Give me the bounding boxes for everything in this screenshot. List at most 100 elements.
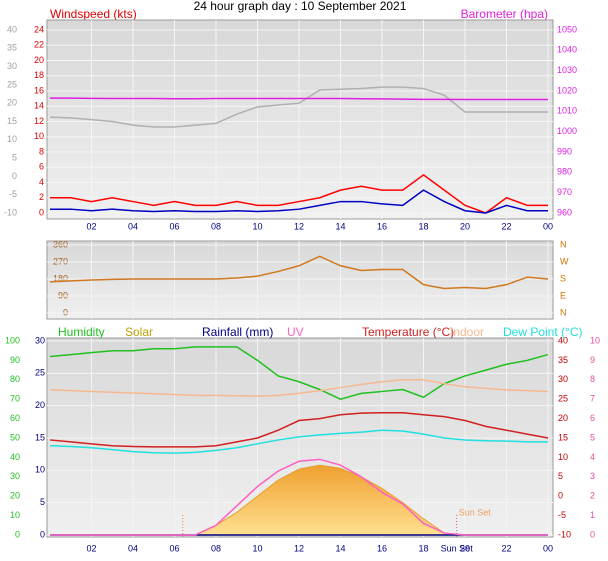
x-tick-label: 10: [252, 543, 262, 553]
x-tick-label: 16: [377, 221, 387, 231]
y-tick-label: 12: [34, 116, 44, 126]
legend-entry: Temperature (°C): [362, 325, 454, 339]
y2-tick-label: 960: [557, 207, 572, 217]
y4-tick-label: 2: [590, 491, 595, 501]
y-tick-label: 50: [10, 432, 20, 442]
x-tick-label: 06: [169, 543, 179, 553]
y2-tick-label: 10: [35, 465, 45, 475]
plot-area: [46, 240, 554, 320]
x-tick-label: 16: [377, 543, 387, 553]
legend-entry: Solar: [125, 325, 153, 339]
sunset-axis-label: Sun Set: [441, 543, 474, 553]
x-tick-label: 10: [252, 221, 262, 231]
x-tick-label: 04: [128, 221, 138, 231]
y-tick-label: 4: [39, 177, 44, 187]
y-tick-label: 18: [34, 70, 44, 80]
y2-tick-label: 30: [35, 335, 45, 345]
y-axis-title: Windspeed (kts): [50, 7, 137, 21]
y4-tick-label: 3: [590, 471, 595, 481]
y2-axis-title: Barometer (hpa): [461, 7, 548, 21]
line: [49, 379, 549, 397]
y-tick-label: 80: [10, 374, 20, 384]
y2-tick-label: 980: [557, 167, 572, 177]
x-tick-label: 22: [501, 543, 511, 553]
x-tick-label: 00: [543, 543, 553, 553]
y4-tick-label: 8: [590, 374, 595, 384]
y-tick-label: 22: [34, 40, 44, 50]
y-tick-label: 0: [63, 307, 68, 317]
legend-entry: Humidity: [58, 325, 105, 339]
y-tick-label: 100: [5, 335, 20, 345]
x-tick-label: 20: [460, 543, 470, 553]
y-tick-label: 0: [39, 207, 44, 217]
y2-tick-label: 5: [40, 497, 45, 507]
y-tick-label: 24: [34, 24, 44, 34]
legend-entry: Dew Point (°C): [503, 325, 582, 339]
y2-tick-label: 1000: [557, 126, 577, 136]
x-tick-label: 18: [418, 221, 428, 231]
y2-tick-label: 1040: [557, 45, 577, 55]
y3-tick-label: -5: [9, 189, 17, 199]
y2-tick-label: 1030: [557, 65, 577, 75]
x-tick-label: 14: [335, 221, 345, 231]
legend-entry: Rainfall (mm): [202, 325, 273, 339]
y4-tick-label: 10: [590, 335, 600, 345]
y3-tick-label: 0: [558, 491, 563, 501]
y-tick-label: 16: [34, 85, 44, 95]
plot-area: [46, 19, 554, 220]
y2-tick-label: N: [560, 239, 567, 249]
x-tick-label: 08: [211, 221, 221, 231]
legend-entry: Indoor: [450, 325, 484, 339]
sunset-label: Sun Set: [459, 507, 492, 517]
y2-tick-label: N: [560, 307, 567, 317]
y3-tick-label: 10: [7, 134, 17, 144]
line: [50, 173, 548, 214]
x-tick-label: 12: [294, 221, 304, 231]
y-tick-label: 60: [10, 413, 20, 423]
line: [49, 346, 549, 400]
y3-tick-label: 20: [558, 413, 568, 423]
y2-tick-label: E: [560, 290, 566, 300]
y2-tick-label: 15: [35, 432, 45, 442]
y3-tick-label: 10: [558, 452, 568, 462]
x-tick-label: 20: [460, 221, 470, 231]
y2-tick-label: S: [560, 273, 566, 283]
y4-tick-label: 5: [590, 432, 595, 442]
line: [50, 189, 548, 214]
y3-tick-label: 40: [558, 335, 568, 345]
y4-tick-label: 4: [590, 452, 595, 462]
x-tick-label: 18: [418, 543, 428, 553]
y2-tick-label: 1050: [557, 24, 577, 34]
y2-tick-label: 25: [35, 368, 45, 378]
y3-tick-label: -10: [4, 207, 17, 217]
x-tick-label: 08: [211, 543, 221, 553]
y3-tick-label: 5: [558, 471, 563, 481]
y3-tick-label: 0: [12, 171, 17, 181]
y4-tick-label: 9: [590, 355, 595, 365]
y-tick-label: 8: [39, 146, 44, 156]
line: [50, 458, 548, 536]
y3-tick-label: -10: [558, 529, 571, 539]
y4-tick-label: 0: [590, 529, 595, 539]
y3-tick-label: 15: [7, 116, 17, 126]
y-tick-label: 30: [10, 471, 20, 481]
y-tick-label: 20: [34, 55, 44, 65]
x-tick-label: 02: [86, 543, 96, 553]
line: [49, 412, 549, 448]
y4-tick-label: 7: [590, 394, 595, 404]
y-tick-label: 180: [53, 273, 68, 283]
y4-tick-label: 1: [590, 510, 595, 520]
y2-tick-label: W: [560, 256, 569, 266]
y-tick-label: 40: [10, 452, 20, 462]
y3-tick-label: 40: [7, 24, 17, 34]
y-tick-label: 270: [53, 256, 68, 266]
y3-tick-label: 25: [558, 394, 568, 404]
y2-tick-label: 1020: [557, 85, 577, 95]
y2-tick-label: 990: [557, 146, 572, 156]
y-tick-label: 360: [53, 239, 68, 249]
y3-tick-label: 35: [7, 43, 17, 53]
y-tick-label: 6: [39, 162, 44, 172]
y-tick-label: 10: [10, 510, 20, 520]
y3-tick-label: 25: [7, 79, 17, 89]
